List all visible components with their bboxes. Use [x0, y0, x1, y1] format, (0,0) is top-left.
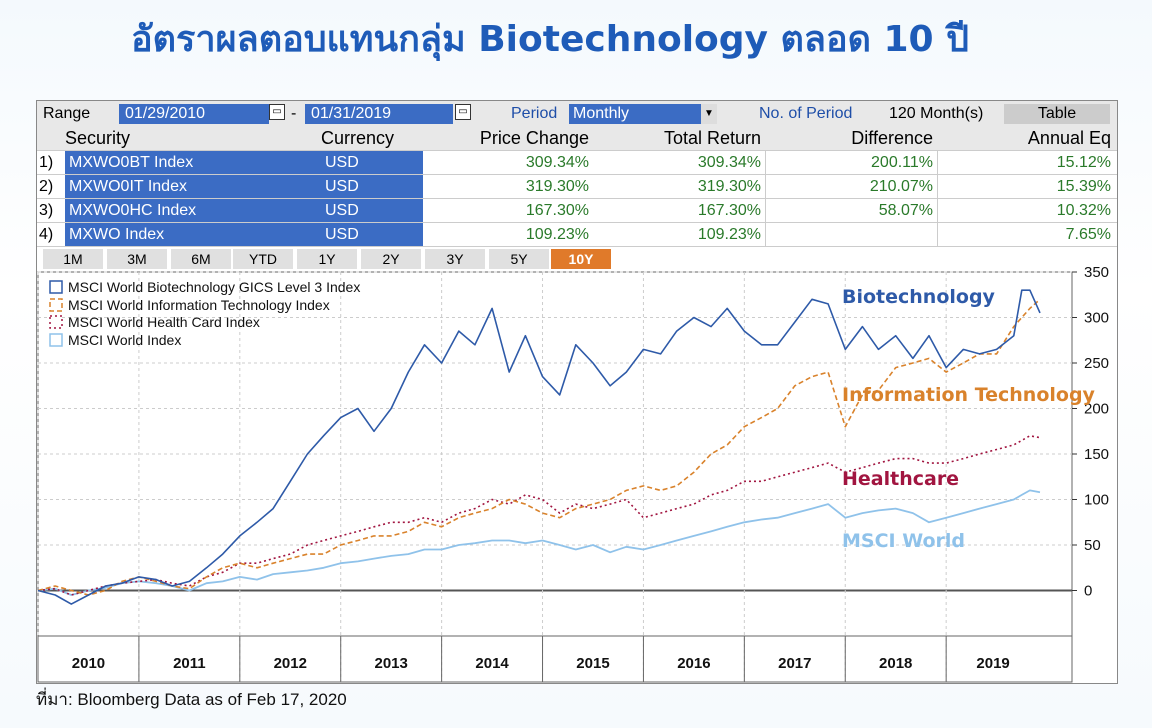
col-currency: Currency [321, 128, 395, 148]
cell-currency: USD [321, 175, 423, 198]
y-tick-label: 350 [1084, 264, 1109, 281]
range-button-5y[interactable]: 5Y [489, 249, 549, 269]
period-label: Period [511, 105, 558, 122]
cell-idx: 2) [39, 178, 54, 195]
y-tick-label: 0 [1084, 583, 1092, 600]
series-line-4 [37, 489, 1041, 596]
y-tick-label: 50 [1084, 537, 1101, 554]
annotation-label: MSCI World [842, 530, 965, 552]
legend-label: MSCI World Index [68, 332, 181, 348]
cell-annual: 7.65% [937, 223, 1115, 246]
source-note: ที่มา: Bloomberg Data as of Feb 17, 2020 [36, 690, 347, 709]
range-button-10y[interactable]: 10Y [551, 249, 611, 269]
y-tick-label: 150 [1084, 446, 1109, 463]
legend-swatch [49, 280, 63, 294]
cell-idx: 4) [39, 226, 54, 243]
y-tick-label: 100 [1084, 492, 1109, 509]
cell-security[interactable]: MXWO0IT Index [65, 175, 321, 198]
legend-swatch [49, 333, 63, 347]
table-row[interactable]: 1) MXWO0BT Index USD 309.34% 309.34% 200.11% 1… [37, 151, 1117, 175]
cell-difference: 210.07% [765, 175, 937, 198]
col-annual: Annual Eq [1027, 128, 1111, 148]
table-header: Security Currency Price Change Total Ret… [37, 127, 1117, 151]
x-tick-label: 2010 [72, 655, 105, 672]
table-row[interactable]: 4) MXWO Index USD 109.23% 109.23% 7.65% [37, 223, 1117, 247]
cell-currency: USD [321, 151, 423, 174]
x-tick-label: 2012 [274, 655, 307, 672]
y-tick-label: 200 [1084, 401, 1109, 418]
cell-total-return: 309.34% [697, 154, 761, 171]
range-button-1y[interactable]: 1Y [297, 249, 357, 269]
table-button[interactable]: Table [1004, 104, 1110, 124]
cell-price-change: 319.30% [525, 178, 589, 195]
y-tick-label: 250 [1084, 355, 1109, 372]
range-button-6m[interactable]: 6M [171, 249, 231, 269]
annotation-label: Healthcare [842, 468, 959, 490]
legend-label: MSCI World Health Card Index [68, 314, 260, 330]
cell-idx: 3) [39, 202, 54, 219]
x-tick-label: 2014 [475, 655, 509, 672]
range-button-3y[interactable]: 3Y [425, 249, 485, 269]
no-period-value: 120 Month(s) [889, 105, 984, 122]
cell-annual: 10.32% [937, 199, 1115, 222]
x-tick-label: 2019 [976, 655, 1009, 672]
range-button-3m[interactable]: 3M [107, 249, 167, 269]
cell-security[interactable]: MXWO0BT Index [65, 151, 321, 174]
cell-security[interactable]: MXWO0HC Index [65, 199, 321, 222]
series-line-3 [37, 434, 1041, 596]
end-date-input[interactable]: 01/31/2019 [305, 104, 453, 124]
x-tick-label: 2015 [576, 655, 609, 672]
calendar-icon[interactable]: ▭ [455, 104, 471, 120]
cell-total-return: 167.30% [697, 202, 761, 219]
cell-currency: USD [321, 223, 423, 246]
cell-annual: 15.39% [937, 175, 1115, 198]
cell-security[interactable]: MXWO Index [65, 223, 321, 246]
col-total-return: Total Return [663, 128, 761, 148]
range-dash: - [291, 105, 297, 122]
range-button-1m[interactable]: 1M [43, 249, 103, 269]
returns-table: Security Currency Price Change Total Ret… [37, 127, 1117, 247]
cell-difference: 200.11% [765, 151, 937, 174]
calendar-icon[interactable]: ▭ [269, 104, 285, 120]
y-tick-label: 300 [1084, 310, 1109, 327]
no-period-label: No. of Period [759, 105, 853, 122]
cell-idx: 1) [39, 154, 54, 171]
cell-annual: 15.12% [937, 151, 1115, 174]
col-difference: Difference [851, 128, 933, 148]
cell-total-return: 319.30% [697, 178, 761, 195]
range-button-ytd[interactable]: YTD [233, 249, 293, 269]
annotation-label: Information Technology [842, 384, 1096, 406]
x-tick-label: 2018 [879, 655, 912, 672]
legend-swatch [49, 298, 63, 312]
col-security: Security [65, 128, 131, 148]
annotation-label: Biotechnology [842, 286, 996, 308]
page-title: อัตราผลตอบแทนกลุ่ม Biotechnology ตลอด 10… [131, 19, 969, 60]
table-row[interactable]: 3) MXWO0HC Index USD 167.30% 167.30% 58.07% 10… [37, 199, 1117, 223]
period-select[interactable]: Monthly [569, 104, 717, 124]
legend-swatch [49, 315, 63, 329]
cell-difference: 58.07% [765, 199, 937, 222]
x-tick-label: 2013 [374, 655, 407, 672]
range-button-2y[interactable]: 2Y [361, 249, 421, 269]
cell-price-change: 309.34% [525, 154, 589, 171]
cell-price-change: 109.23% [525, 226, 589, 243]
legend-label: MSCI World Information Technology Index [68, 297, 330, 313]
cell-difference [765, 223, 937, 246]
legend-label: MSCI World Biotechnology GICS Level 3 In… [68, 279, 360, 295]
chevron-down-icon[interactable]: ▼ [701, 104, 717, 124]
x-tick-label: 2017 [778, 655, 811, 672]
x-tick-label: 2016 [677, 655, 710, 672]
cell-total-return: 109.23% [697, 226, 761, 243]
x-tick-label: 2011 [173, 655, 206, 672]
start-date-input[interactable]: 01/29/2010 [119, 104, 269, 124]
cell-currency: USD [321, 199, 423, 222]
table-row[interactable]: 2) MXWO0IT Index USD 319.30% 319.30% 210.07% 1… [37, 175, 1117, 199]
range-label: Range [43, 105, 91, 122]
series-line-2 [37, 298, 1041, 596]
col-price-change: Price Change [479, 128, 589, 148]
toolbar: Range 01/29/2010 ▭ - 01/31/2019 ▭ Period… [37, 101, 1117, 127]
series-line-1 [37, 289, 1041, 605]
cell-price-change: 167.30% [525, 202, 589, 219]
